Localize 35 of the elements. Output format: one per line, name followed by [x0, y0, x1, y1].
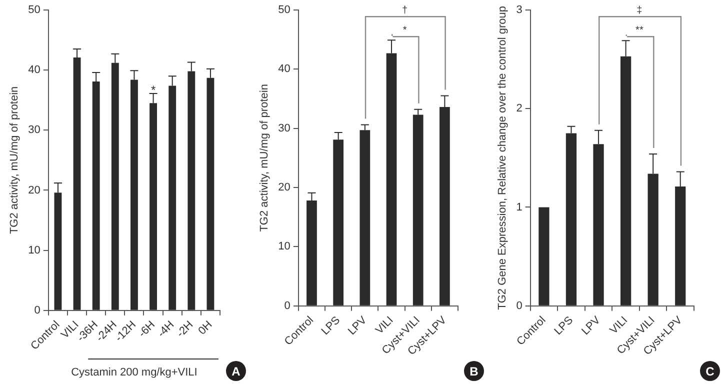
y-tick-label: 2: [516, 102, 522, 115]
x-tick-label: -2H: [174, 318, 196, 340]
bar: [538, 207, 550, 306]
y-tick-label: 30: [278, 122, 290, 134]
y-tick-label: 0: [516, 300, 522, 312]
x-tick-label: LPS: [552, 314, 576, 338]
y-tick-label: 30: [28, 124, 40, 136]
y-tick-label: 1: [516, 201, 522, 214]
y-tick-label: 0: [34, 304, 40, 316]
y-tick-label: 10: [28, 244, 40, 256]
annotation: *: [150, 82, 156, 97]
y-axis-title: TG2 activity, mU/mg of protein: [258, 84, 271, 232]
x-tick-label: 0H: [196, 318, 215, 338]
y-tick-label: 0: [284, 300, 290, 312]
annotation: *: [402, 24, 407, 36]
x-axis-title: Cystamin 200 mg/kg+VILI: [71, 366, 198, 378]
y-tick-label: 40: [278, 63, 290, 76]
annotation: ‡: [636, 4, 642, 16]
y-tick-label: 10: [278, 240, 290, 253]
text: B: [470, 364, 479, 378]
text: C: [706, 364, 715, 378]
y-axis-title: TG2 activity, mU/mg of protein: [8, 86, 21, 234]
x-tick-label: -6H: [136, 318, 158, 340]
y-tick-label: 20: [28, 184, 40, 196]
text: A: [232, 364, 241, 378]
x-tick-label: LPS: [319, 314, 343, 338]
x-tick-label: -4H: [156, 318, 177, 340]
y-tick-label: 20: [278, 182, 290, 194]
y-tick-label: 50: [28, 4, 40, 16]
y-tick-label: 50: [278, 4, 290, 16]
annotation: **: [636, 24, 644, 36]
y-tick-label: 3: [516, 4, 522, 16]
y-axis-title: TG2 Gene Expression, Relative change over the control group: [496, 6, 509, 310]
annotation: †: [402, 4, 408, 16]
y-tick-label: 40: [28, 64, 40, 76]
